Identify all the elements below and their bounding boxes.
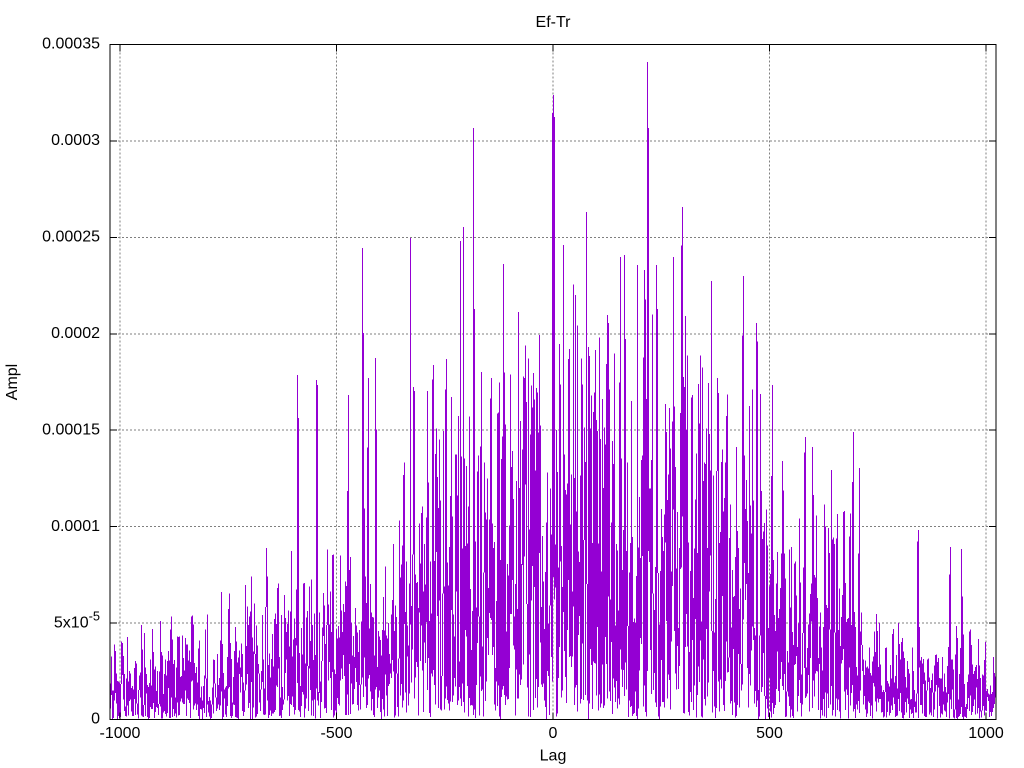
- svg-text:Ef-Tr: Ef-Tr: [536, 14, 572, 31]
- svg-text:0: 0: [91, 711, 100, 728]
- svg-text:0: 0: [549, 725, 558, 742]
- svg-text:0.00025: 0.00025: [42, 229, 100, 246]
- svg-text:-500: -500: [320, 725, 352, 742]
- svg-text:1000: 1000: [968, 725, 1004, 742]
- svg-text:0.00035: 0.00035: [42, 36, 100, 53]
- svg-text:0.00015: 0.00015: [42, 421, 100, 438]
- svg-text:0.0002: 0.0002: [51, 325, 100, 342]
- svg-text:0.0003: 0.0003: [51, 132, 100, 149]
- svg-text:Ampl: Ampl: [4, 364, 21, 400]
- svg-text:-1000: -1000: [100, 725, 141, 742]
- svg-text:5x10-5: 5x10-5: [54, 608, 100, 631]
- svg-text:0.0001: 0.0001: [51, 518, 100, 535]
- svg-text:500: 500: [756, 725, 783, 742]
- svg-text:Lag: Lag: [540, 748, 567, 765]
